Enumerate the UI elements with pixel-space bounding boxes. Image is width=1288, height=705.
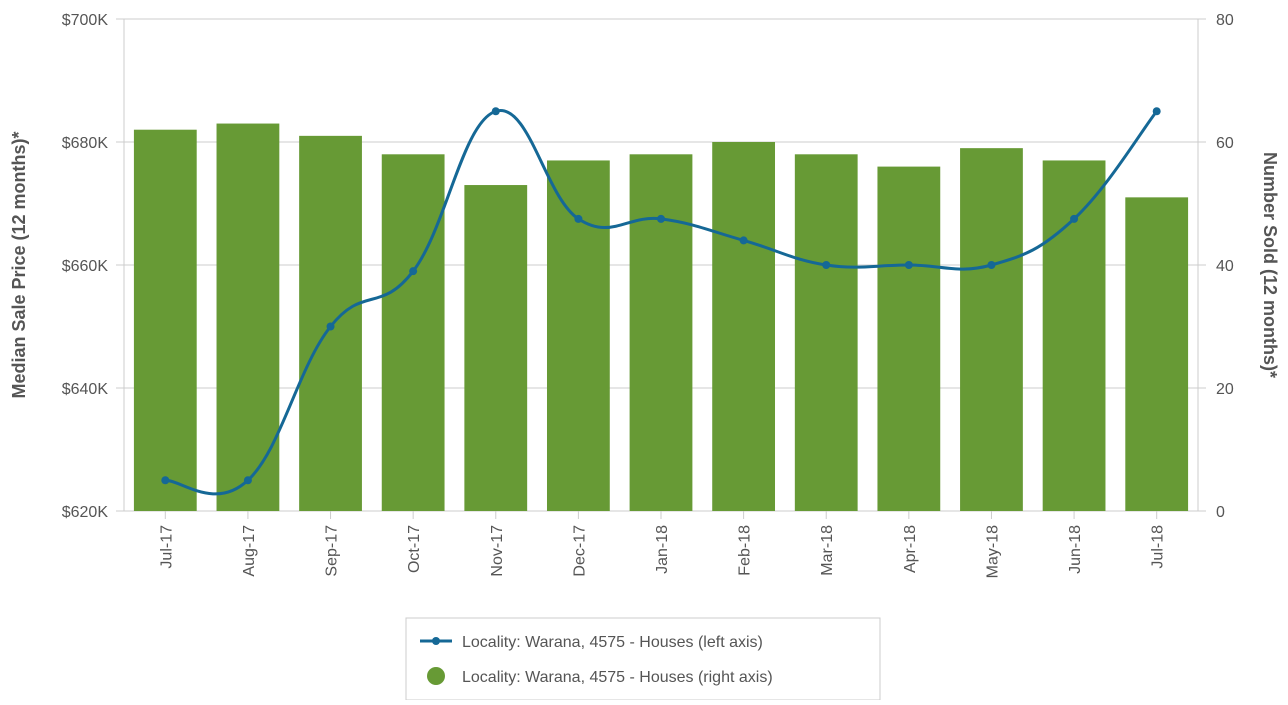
legend-swatch	[427, 667, 445, 685]
x-tick-label: Mar-18	[819, 525, 836, 576]
bar	[960, 148, 1023, 511]
point	[987, 261, 996, 269]
x-tick-label: Feb-18	[737, 525, 754, 576]
point	[326, 322, 335, 331]
bar	[216, 123, 280, 512]
bar	[794, 154, 858, 512]
legend-swatch	[432, 637, 440, 645]
point	[574, 214, 583, 223]
y2-tick-label: 40	[1216, 258, 1234, 275]
legend-label: Locality: Warana, 4575 - Houses (left ax…	[462, 634, 763, 651]
point	[1152, 107, 1161, 116]
y2-tick-label: 60	[1216, 135, 1234, 152]
x-tick-label: Nov-17	[489, 525, 506, 577]
bar	[1042, 160, 1106, 511]
y-tick-label: $680K	[62, 135, 109, 152]
bar	[381, 154, 445, 512]
y-tick-label: $660K	[62, 258, 109, 275]
point	[491, 107, 500, 116]
point	[904, 261, 913, 269]
y-tick-label: $640K	[62, 381, 109, 398]
x-tick-label: Dec-17	[571, 525, 588, 577]
bar	[629, 154, 693, 512]
x-tick-label: Sep-17	[324, 525, 341, 577]
x-tick-label: Jun-18	[1067, 525, 1084, 574]
x-tick-label: Aug-17	[241, 525, 258, 577]
legend-label: Locality: Warana, 4575 - Houses (right a…	[462, 669, 773, 686]
bar	[877, 166, 941, 511]
point	[822, 261, 831, 269]
x-tick-label: Jul-18	[1150, 525, 1167, 569]
bar	[712, 142, 776, 511]
y-tick-label: $620K	[62, 504, 109, 521]
point	[657, 214, 665, 223]
bar	[546, 160, 610, 511]
x-tick-label: May-18	[984, 525, 1001, 578]
legend-box	[405, 617, 881, 701]
bar	[133, 129, 197, 511]
y2-tick-label: 80	[1216, 12, 1234, 29]
x-tick-label: Jan-18	[654, 525, 671, 574]
point	[409, 267, 418, 276]
bar	[1125, 197, 1189, 511]
x-tick-label: Apr-18	[902, 525, 919, 573]
point	[739, 236, 748, 245]
y2-tick-label: 20	[1216, 381, 1234, 398]
point	[1070, 214, 1079, 223]
x-tick-label: Oct-17	[406, 525, 423, 573]
y-tick-label: $700K	[62, 12, 109, 29]
y2-tick-label: 0	[1216, 504, 1225, 521]
bar	[464, 185, 528, 512]
point	[243, 476, 252, 485]
point	[161, 476, 170, 485]
x-tick-label: Jul-17	[158, 525, 175, 569]
y-axis-title: Median Sale Price (12 months)*	[9, 131, 29, 398]
y2-axis-title: Number Sold (12 months)*	[1260, 152, 1280, 378]
